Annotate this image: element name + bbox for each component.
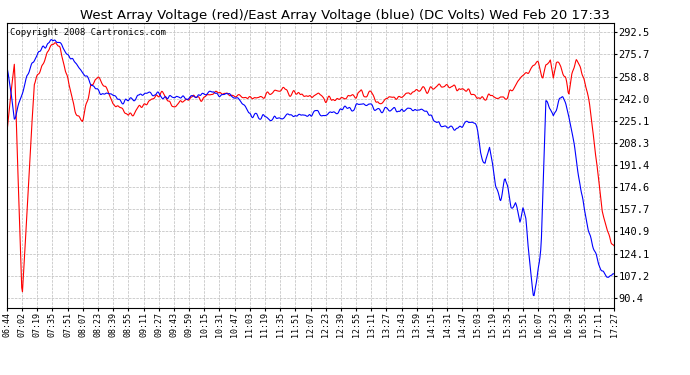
Text: Copyright 2008 Cartronics.com: Copyright 2008 Cartronics.com: [10, 28, 166, 37]
Text: West Array Voltage (red)/East Array Voltage (blue) (DC Volts) Wed Feb 20 17:33: West Array Voltage (red)/East Array Volt…: [80, 9, 610, 22]
